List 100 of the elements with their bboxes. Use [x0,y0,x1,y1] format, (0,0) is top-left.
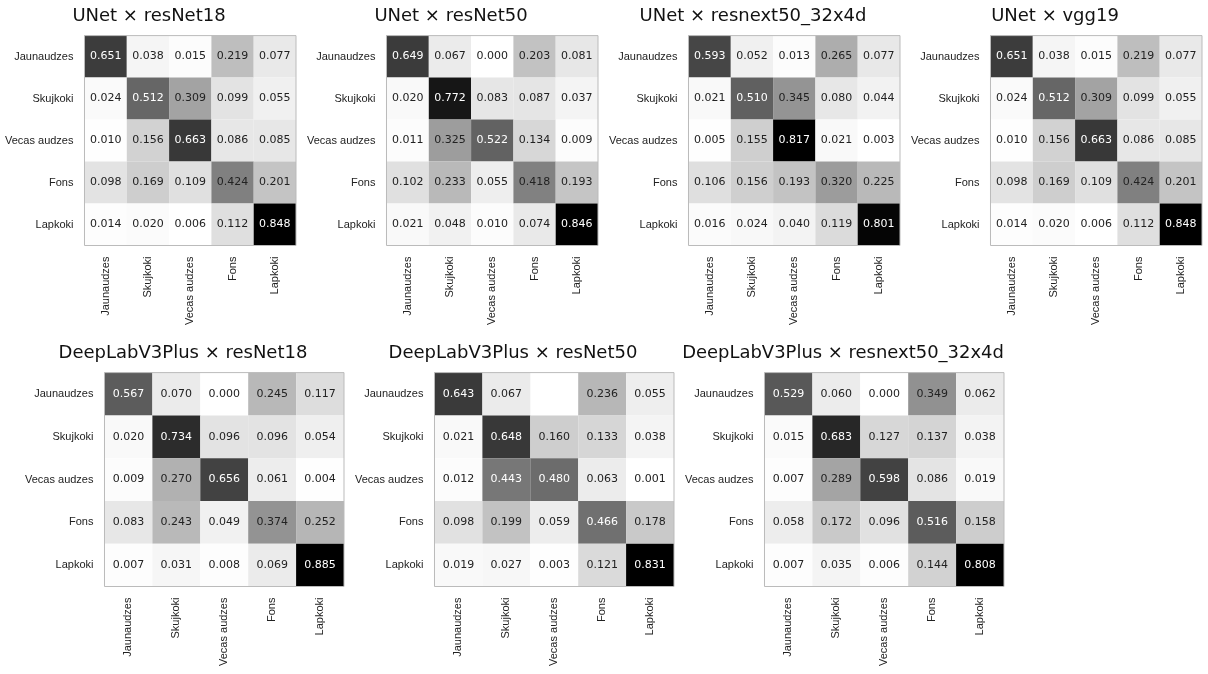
data-label: 0.031 [160,557,193,571]
data-label: 0.663 [174,133,206,147]
data-label: 0.020 [391,91,424,105]
data-label: 0.024 [89,91,122,105]
data-label: 0.772 [434,91,466,105]
data-label: 0.320 [820,175,853,189]
chart-title: DeepLabV3Plus × resNet50 [388,341,638,363]
data-label: 0.309 [1080,91,1112,105]
data-label: 0.021 [442,429,475,443]
data-label: 0.021 [391,217,424,231]
data-label: 0.424 [216,175,249,189]
data-label: 0.055 [476,175,508,189]
data-label: 0.345 [778,91,810,105]
x-tick-label: Fons [1131,256,1144,281]
data-label: 0.019 [964,472,996,486]
data-label: 0.119 [820,217,853,231]
data-label: 0.007 [112,557,145,571]
data-label: 0.831 [634,557,666,571]
data-label: 0.245 [256,386,288,400]
data-label: 0.134 [518,133,551,147]
data-label: 0.001 [634,472,666,486]
data-label: 0.848 [1165,217,1197,231]
data-label: 0.233 [434,175,466,189]
data-label: 0.529 [772,386,805,400]
data-label: 0.016 [693,217,726,231]
data-label: 0.074 [518,217,551,231]
data-label: 0.169 [1038,175,1070,189]
y-tick-label: Vecas audzes [4,133,74,146]
y-tick-label: Fons [351,175,376,188]
data-label: 0.201 [1165,175,1197,189]
data-label: 0.011 [391,133,424,147]
data-label: 0.061 [256,472,288,486]
data-label: 0.169 [132,175,164,189]
y-tick-label: Jaunaudzes [618,49,678,62]
y-tick-label: Skujkoki [938,91,980,104]
data-label: 0.193 [561,175,593,189]
y-tick-label: Vecas audzes [684,472,754,485]
data-label: 0.651 [995,49,1028,63]
data-label: 0.156 [1038,133,1070,147]
y-tick-label: Lapkoki [941,217,980,230]
data-label: 0.137 [916,429,948,443]
data-label: 0.156 [736,175,768,189]
data-label: 0.038 [964,429,996,443]
x-tick-label: Fons [265,597,278,622]
data-label: 0.656 [208,472,240,486]
data-label: 0.156 [132,133,164,147]
x-tick-label: Fons [527,256,540,281]
y-tick-label: Skujkoki [52,429,94,442]
data-label: 0.040 [778,217,810,231]
data-label: 0.015 [772,429,805,443]
data-label: 0.060 [820,386,853,400]
data-label: 0.522 [476,133,508,147]
y-tick-label: Vecas audzes [24,472,94,485]
data-label: 0.643 [442,386,475,400]
y-tick-label: Vecas audzes [354,472,424,485]
data-label: 0.009 [112,472,145,486]
data-label: 0.443 [490,472,523,486]
data-label: 0.098 [89,175,122,189]
x-tick-label: Vecas audzes [183,256,196,326]
y-tick-label: Skujkoki [636,91,678,104]
data-label: 0.466 [586,515,618,529]
data-label: 0.193 [778,175,810,189]
data-label: 0.648 [490,429,523,443]
data-label: 0.085 [259,133,291,147]
data-label: 0.734 [160,429,193,443]
chart-title: UNet × resnext50_32x4d [639,4,867,27]
data-label: 0.096 [208,429,240,443]
data-label: 0.008 [208,557,240,571]
data-label: 0.006 [868,557,900,571]
data-label: 0.000 [476,49,508,63]
y-tick-label: Skujkoki [334,91,376,104]
data-label: 0.069 [256,557,288,571]
data-label: 0.236 [586,386,618,400]
data-label: 0.010 [89,133,122,147]
data-label: 0.077 [259,49,291,63]
data-label: 0.083 [476,91,508,105]
data-label: 0.058 [772,515,805,529]
data-label: 0.081 [561,49,593,63]
data-label: 0.055 [1165,91,1197,105]
x-tick-label: Jaunaudzes [1004,256,1017,316]
data-label: 0.219 [1122,49,1155,63]
data-label: 0.077 [1165,49,1197,63]
y-tick-label: Fons [49,175,74,188]
y-tick-label: Fons [69,515,94,528]
data-label: 0.083 [112,515,145,529]
data-label: 0.086 [216,133,249,147]
data-label: 0.683 [820,429,853,443]
y-tick-label: Jaunaudzes [14,49,74,62]
x-tick-label: Lapkoki [871,256,884,295]
data-label: 0.021 [693,91,726,105]
x-tick-label: Fons [595,597,608,622]
data-label: 0.252 [304,515,336,529]
data-label: 0.055 [259,91,291,105]
data-label: 0.006 [174,217,206,231]
y-tick-label: Jaunaudzes [694,387,754,400]
data-label: 0.015 [1080,49,1112,63]
chart-title: UNet × resNet50 [374,4,528,26]
data-label: 0.649 [391,49,424,63]
data-label: 0.044 [863,91,895,105]
data-label: 0.014 [89,217,122,231]
